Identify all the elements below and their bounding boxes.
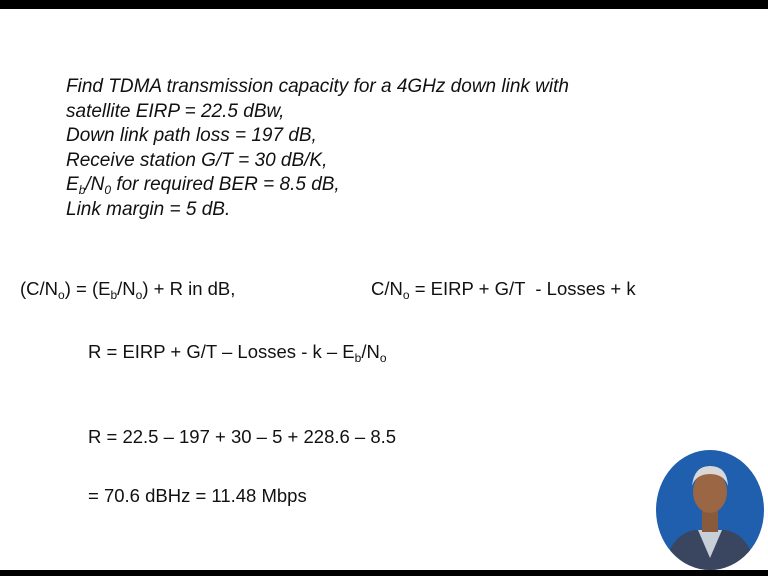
problem-line: Eb/N0 for required BER = 8.5 dB, xyxy=(66,174,340,196)
text-run: Receive station G/T = 30 dB/K, xyxy=(66,149,328,171)
problem-line: Receive station G/T = 30 dB/K, xyxy=(66,150,327,172)
subscript: 0 xyxy=(104,183,112,197)
text-run: Down link path loss = 197 dB, xyxy=(66,125,317,146)
equation: (C/No) = (Eb/No) + R in dB, xyxy=(20,278,236,302)
equation: C/No = EIRP + G/T - Losses + k xyxy=(371,278,636,302)
problem-line: satellite EIRP = 22.5 dBw, xyxy=(66,101,284,123)
text-run: R = 22.5 – 197 + 30 – 5 + 228.6 – 8.5 xyxy=(88,426,397,447)
text-run: E xyxy=(66,174,79,195)
subscript: o xyxy=(58,288,65,302)
top-bar xyxy=(0,0,768,9)
text-run: C/N xyxy=(371,278,403,299)
subscript: o xyxy=(379,351,387,365)
text-run: ) = (E xyxy=(64,278,111,299)
text-run: satellite EIRP = 22.5 dBw, xyxy=(66,100,285,122)
equation: R = EIRP + G/T – Losses - k – Eb/No xyxy=(88,341,387,365)
text-run: Find TDMA transmission capacity for a 4G… xyxy=(66,76,569,97)
text-run: (C/N xyxy=(20,278,59,299)
text-run: /N xyxy=(117,278,136,299)
subscript: o xyxy=(135,288,143,302)
subscript: b xyxy=(354,351,362,365)
text-run: R = EIRP + G/T – Losses - k – E xyxy=(88,341,355,362)
subscript: b xyxy=(110,288,118,302)
problem-line: Link margin = 5 dB. xyxy=(66,199,230,221)
equation: = 70.6 dBHz = 11.48 Mbps xyxy=(88,485,307,507)
text-run: Link margin = 5 dB. xyxy=(66,198,231,220)
equation: R = 22.5 – 197 + 30 – 5 + 228.6 – 8.5 xyxy=(88,426,396,448)
text-run: /N xyxy=(361,341,380,362)
text-run: ) + R in dB, xyxy=(142,278,236,299)
text-run: = 70.6 dBHz = 11.48 Mbps xyxy=(88,485,307,506)
text-run: for required BER = 8.5 dB, xyxy=(111,174,340,195)
text-run: /N xyxy=(85,174,105,195)
subscript: o xyxy=(402,288,410,302)
subscript: b xyxy=(78,183,86,197)
problem-line: Find TDMA transmission capacity for a 4G… xyxy=(66,76,569,98)
problem-line: Down link path loss = 197 dB, xyxy=(66,125,317,147)
speaker-video xyxy=(656,450,764,570)
bottom-bar xyxy=(0,570,768,576)
text-run: = EIRP + G/T - Losses + k xyxy=(409,278,636,299)
